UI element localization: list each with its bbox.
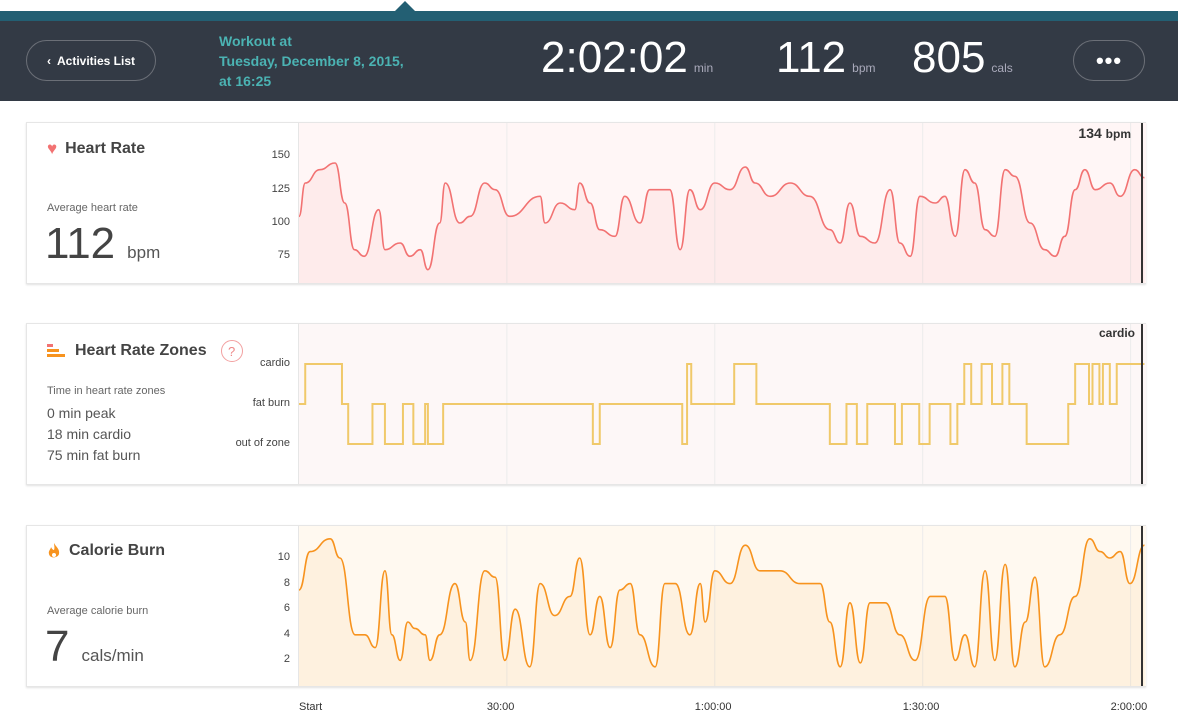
plot-background <box>299 526 1146 686</box>
help-icon[interactable]: ? <box>220 340 243 362</box>
title-line: at 16:25 <box>219 73 272 89</box>
top-accent-bar <box>0 11 1178 21</box>
x-tick-label: Start <box>299 701 323 713</box>
series-line <box>299 162 1145 271</box>
avg-cal-unit: cals/min <box>81 646 144 665</box>
cals-value: 805 <box>912 33 986 82</box>
bpm-value: 112 <box>776 33 847 82</box>
avg-hr-label: Average heart rate <box>47 202 138 214</box>
current-hr: 134 bpm <box>1078 125 1131 141</box>
avg-cal: 7 cals/min <box>45 622 144 672</box>
avg-hr: 112 bpm <box>45 219 160 269</box>
more-options-button[interactable]: ••• <box>1073 40 1145 81</box>
heart-rate-chart[interactable] <box>299 123 1146 283</box>
current-hr-value: 134 <box>1078 125 1102 141</box>
y-tick-label: 125 <box>271 182 290 195</box>
title-line: Workout at <box>219 33 292 49</box>
title-text: Heart Rate Zones <box>75 342 207 359</box>
series-area <box>299 538 1145 686</box>
zone-fat-burn: 75 min fat burn <box>47 447 141 463</box>
duration-value: 2:02:02 <box>541 33 688 82</box>
calorie-title: Calorie Burn <box>47 542 165 560</box>
workout-header: ‹ Activities List Workout at Tuesday, Dec… <box>0 21 1178 101</box>
series-line <box>299 537 1145 668</box>
title-text: Heart Rate <box>65 140 146 157</box>
selected-pointer <box>395 1 415 11</box>
y-tick-label: 75 <box>277 249 290 262</box>
y-tick-label: 8 <box>283 576 290 589</box>
cals-unit: cals <box>991 61 1013 75</box>
zone-peak: 0 min peak <box>47 405 116 421</box>
title-line: Tuesday, December 8, 2015, <box>219 53 404 69</box>
calorie-burn-card: Calorie Burn Average calorie burn 7 cals/… <box>26 525 1146 687</box>
flame-icon <box>48 543 60 558</box>
plot-background <box>299 123 1146 283</box>
avg-hr-value: 112 <box>45 219 116 268</box>
heart-rate-summary: ♥ Heart Rate Average heart rate 112 bpm 15… <box>27 123 299 283</box>
y-tick-label: fat burn <box>252 397 290 409</box>
duration-stat: 2:02:02 min <box>541 33 713 83</box>
workout-title: Workout at Tuesday, December 8, 2015, at… <box>219 31 404 91</box>
avg-cal-value: 7 <box>45 622 70 671</box>
y-tick-label: out of zone <box>235 437 290 449</box>
y-tick-label: 100 <box>271 216 290 228</box>
calorie-summary: Calorie Burn Average calorie burn 7 cals/… <box>27 526 299 686</box>
zones-title: Heart Rate Zones ? <box>47 340 243 362</box>
x-tick-label: 2:00:00 <box>1110 701 1148 713</box>
y-tick-label: 10 <box>277 551 290 563</box>
zone-step-line <box>299 363 1145 445</box>
title-text: Calorie Burn <box>69 542 166 559</box>
bpm-unit: bpm <box>852 61 876 75</box>
heart-rate-zones-card: Heart Rate Zones ? Time in heart rate zo… <box>26 323 1146 485</box>
heart-icon: ♥ <box>47 139 58 158</box>
x-tick-label: 30:00 <box>486 701 515 713</box>
calorie-chart[interactable] <box>299 526 1146 686</box>
zones-summary: Heart Rate Zones ? Time in heart rate zo… <box>27 324 299 484</box>
current-zone: cardio <box>1098 326 1135 340</box>
current-hr-unit: bpm <box>1105 127 1131 141</box>
y-tick-label: 2 <box>283 653 290 666</box>
x-tick-label: 1:30:00 <box>902 701 940 713</box>
y-tick-label: 150 <box>271 149 290 162</box>
y-tick-label: cardio <box>260 357 290 369</box>
series-area <box>299 163 1145 283</box>
zones-summary-label: Time in heart rate zones <box>47 385 166 397</box>
chevron-left-icon: ‹ <box>46 53 51 68</box>
duration-unit: min <box>693 61 714 75</box>
avg-cal-label: Average calorie burn <box>47 605 149 617</box>
y-tick-label: 6 <box>283 602 290 615</box>
back-label: Activities List <box>56 53 136 68</box>
calories-stat: 805 cals <box>912 33 1013 83</box>
zone-cardio: 18 min cardio <box>47 426 132 442</box>
heart-rate-card: ♥ Heart Rate Average heart rate 112 bpm 15… <box>26 122 1146 284</box>
more-icon: ••• <box>1095 47 1123 73</box>
heart-rate-title: ♥ Heart Rate <box>47 139 145 159</box>
avg-hr-unit: bpm <box>127 243 161 262</box>
x-tick-label: 1:00:00 <box>694 701 732 713</box>
bpm-stat: 112 bpm <box>776 33 876 83</box>
activities-list-button[interactable]: ‹ Activities List <box>26 40 156 81</box>
y-tick-label: 4 <box>283 627 290 640</box>
bars-icon <box>47 344 65 357</box>
zones-chart[interactable] <box>299 324 1146 484</box>
